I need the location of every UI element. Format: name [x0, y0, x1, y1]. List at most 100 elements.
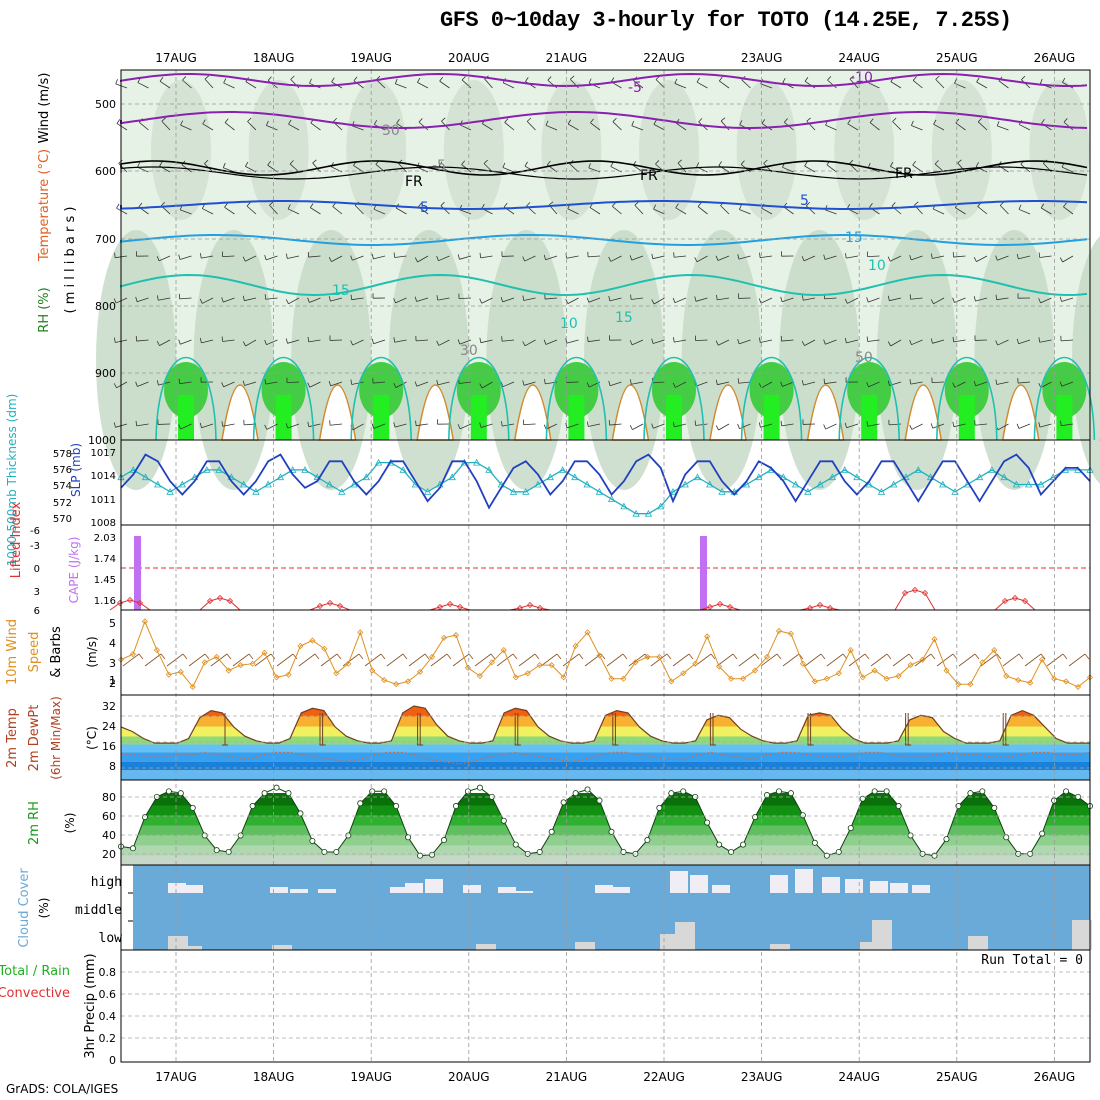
wind-barb	[631, 297, 644, 300]
cold-band-light	[121, 770, 1090, 780]
wind-barb	[932, 255, 945, 259]
wind-barb-10m	[1002, 653, 1020, 667]
wind-barb	[373, 255, 386, 260]
wind-barb-flag	[436, 255, 439, 261]
wind-barb-flag	[457, 424, 461, 430]
wind-barb	[720, 205, 730, 215]
wind-speed-point	[680, 670, 687, 677]
wind-barb-10m-flag	[358, 653, 364, 660]
wind-barb	[631, 125, 644, 131]
wind-barb	[674, 297, 687, 304]
wind-barb-flag	[479, 337, 482, 343]
pressure-tick: 900	[95, 367, 116, 380]
wind-barb	[352, 339, 364, 346]
li-line	[309, 602, 351, 611]
rh-point	[620, 848, 627, 855]
wind-barb	[395, 381, 407, 388]
wind-barb	[1061, 297, 1074, 302]
rh-point	[823, 852, 830, 859]
wind-barb	[761, 207, 773, 215]
wind-barb-flag	[526, 117, 532, 122]
wind-barb	[674, 423, 687, 428]
wind-barb-flag	[394, 78, 398, 84]
wind-barb	[288, 297, 300, 305]
wind-barb	[825, 339, 837, 345]
wind-barb-flag	[806, 117, 811, 122]
cloud-high-bar	[770, 875, 788, 893]
wind-barb-flag	[436, 379, 439, 385]
wind-barb-flag	[780, 381, 783, 387]
wind-barb	[373, 208, 386, 215]
wind-barb-flag	[224, 202, 228, 208]
li-point	[326, 599, 334, 607]
wind-barb-flag	[393, 298, 396, 304]
wind-barb	[720, 120, 730, 131]
wind-barb	[438, 339, 450, 346]
wind-barb-flag	[780, 296, 783, 302]
cloud-low-bar	[968, 936, 988, 950]
wind-barb	[459, 381, 472, 384]
rh-core	[1042, 362, 1087, 418]
cloud-high-bar	[845, 879, 863, 893]
wind-barb-flag	[502, 162, 506, 168]
contour-label: FR	[895, 166, 913, 182]
wind-barb-flag	[758, 383, 762, 389]
dry-pocket	[709, 384, 747, 441]
li-point	[911, 586, 919, 594]
wind-barb-flag	[350, 255, 353, 261]
wind-speed-point	[811, 678, 818, 685]
cape-tick: 1.74	[94, 554, 116, 565]
wind-barb-flag	[801, 380, 804, 386]
wind-barb	[566, 339, 579, 344]
wind-barb-flag	[221, 297, 224, 303]
slp-tick: 1008	[91, 518, 116, 529]
wind-barb	[179, 255, 192, 260]
wind-barb-flag	[1038, 337, 1041, 343]
thickness-point	[681, 480, 689, 488]
wind-barb	[569, 163, 579, 173]
thickness-point	[546, 473, 554, 481]
wind-barb	[115, 297, 128, 304]
wind-speed-point	[213, 653, 220, 660]
wind-barb-flag	[543, 339, 547, 345]
date-label-top: 20AUG	[448, 51, 490, 65]
rh-point	[297, 810, 304, 817]
wind-barb	[1018, 381, 1031, 384]
contour-15	[120, 273, 1088, 297]
wind-speed-point	[285, 671, 292, 678]
wind-barb-flag	[285, 338, 288, 344]
rh-point	[883, 788, 890, 795]
wind-barb-flag	[586, 297, 590, 303]
wind-barb	[782, 166, 794, 173]
ylabel-minmax: (6hr Min/Max)	[49, 696, 63, 780]
wind-barb-flag	[328, 381, 332, 387]
ylabel-barbs: & Barbs	[49, 626, 64, 678]
wind-speed-point	[967, 681, 974, 688]
wind-barb-flag	[739, 120, 743, 125]
wind-barb	[353, 80, 364, 89]
wind-barb	[867, 423, 880, 427]
cape-bar	[134, 536, 141, 610]
wind-barb-flag	[393, 422, 396, 428]
rh-blob	[443, 80, 504, 220]
wind-barb	[976, 255, 988, 262]
wind-barb-flag	[973, 381, 977, 387]
thickness-point	[718, 487, 726, 495]
wind-barb-flag	[309, 78, 312, 84]
wind-barb	[287, 255, 300, 259]
wind-barb-10m-flag	[292, 653, 298, 660]
wind-barb-flag	[418, 118, 423, 123]
thickness-point	[1000, 473, 1008, 481]
wind-barb-flag	[610, 77, 615, 83]
wind-barb-flag	[481, 203, 485, 209]
wind-barb	[609, 423, 622, 426]
wind-barb-10m	[386, 653, 404, 667]
wind-speed-point	[608, 675, 615, 682]
wind-barb-flag	[457, 254, 460, 260]
wind-barb	[159, 339, 171, 346]
wind-speed-point	[823, 675, 830, 682]
li-point	[726, 603, 734, 611]
wind-barb-flag	[845, 253, 847, 259]
wind-barb-flag	[995, 294, 998, 300]
wind-barb-flag	[522, 256, 525, 262]
